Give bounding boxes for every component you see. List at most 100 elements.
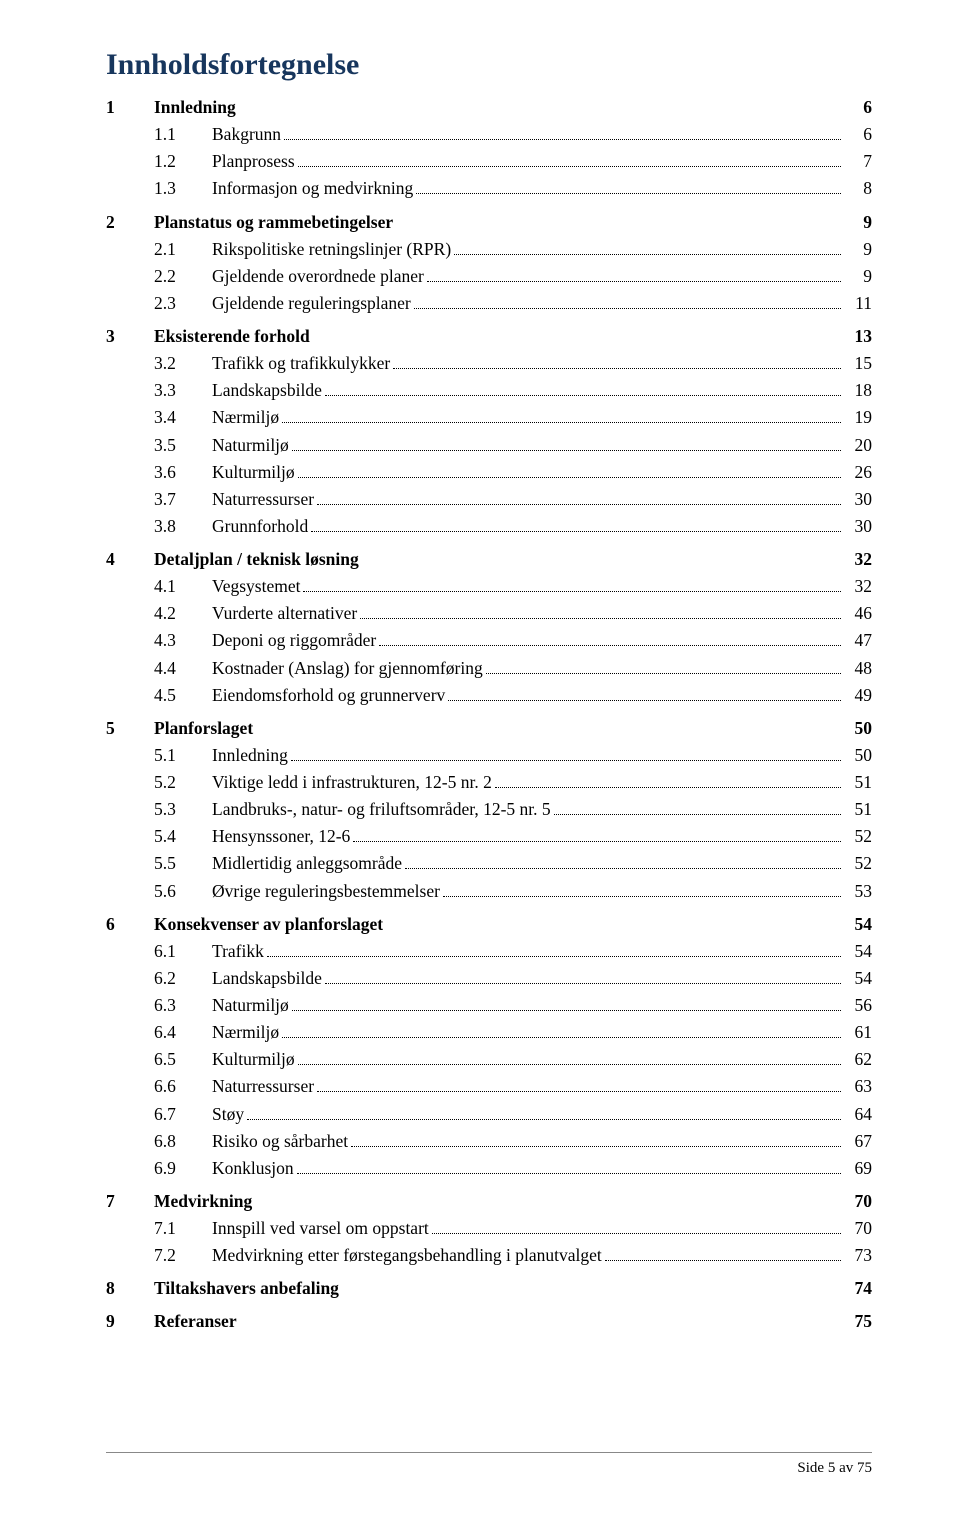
toc-section-number: 4	[106, 546, 154, 573]
toc-item-title: Støy	[212, 1101, 244, 1128]
toc-item-page: 61	[844, 1019, 872, 1046]
toc-section-title: Innledning	[154, 94, 236, 121]
toc-item-page: 48	[844, 655, 872, 682]
toc-leader-dots	[311, 516, 841, 532]
toc-item-row: 2.3Gjeldende reguleringsplaner11	[106, 290, 872, 317]
toc-leader-dots	[554, 799, 841, 815]
toc-section-row: 4Detaljplan / teknisk løsning32	[106, 546, 872, 573]
toc-section-number: 1	[106, 94, 154, 121]
toc-item-title: Øvrige reguleringsbestemmelser	[212, 878, 440, 905]
toc-item-row: 3.8Grunnforhold30	[106, 513, 872, 540]
toc-title: Innholdsfortegnelse	[106, 48, 872, 82]
toc-item-title: Eiendomsforhold og grunnerverv	[212, 682, 445, 709]
toc-leader-dots	[416, 179, 841, 195]
toc-section-number: 7	[106, 1188, 154, 1215]
toc-item-title: Bakgrunn	[212, 121, 281, 148]
toc-leader-dots	[247, 1104, 841, 1120]
toc-leader-dots	[351, 1131, 841, 1147]
toc-item-row: 5.3Landbruks-, natur- og friluftsområder…	[106, 796, 872, 823]
toc-leader-dots	[448, 685, 841, 701]
toc-leader-dots	[298, 462, 841, 478]
toc-item-title: Vurderte alternativer	[212, 600, 357, 627]
toc-leader-dots	[427, 266, 841, 282]
toc-item-page: 54	[844, 965, 872, 992]
toc-section-row: 1Innledning6	[106, 94, 872, 121]
toc-item-title: Risiko og sårbarhet	[212, 1128, 348, 1155]
toc-leader-dots	[443, 881, 841, 897]
toc-item-page: 20	[844, 432, 872, 459]
toc-item-row: 4.5Eiendomsforhold og grunnerverv49	[106, 682, 872, 709]
toc-section-title: Konsekvenser av planforslaget	[154, 911, 383, 938]
toc-section-title: Referanser	[154, 1308, 237, 1335]
toc-item-page: 73	[844, 1242, 872, 1269]
toc-leader-dots	[267, 941, 841, 957]
toc-item-title: Vegsystemet	[212, 573, 300, 600]
toc-leader-dots	[393, 353, 841, 369]
toc-item-row: 4.4Kostnader (Anslag) for gjennomføring4…	[106, 655, 872, 682]
toc-item-row: 3.7Naturressurser30	[106, 486, 872, 513]
toc-item-title: Rikspolitiske retningslinjer (RPR)	[212, 236, 451, 263]
toc-item-page: 26	[844, 459, 872, 486]
toc-item-page: 18	[844, 377, 872, 404]
toc-item-number: 6.8	[154, 1128, 212, 1155]
toc-item-row: 1.3Informasjon og medvirkning8	[106, 175, 872, 202]
toc-leader-dots	[605, 1245, 841, 1261]
toc-leader-dots	[292, 995, 841, 1011]
toc-item-row: 1.2Planprosess7	[106, 148, 872, 175]
toc-leader-dots	[317, 489, 841, 505]
toc-item-number: 1.2	[154, 148, 212, 175]
toc-leader-dots	[379, 631, 841, 647]
toc-item-number: 5.5	[154, 850, 212, 877]
toc-item-title: Gjeldende reguleringsplaner	[212, 290, 411, 317]
toc-item-number: 5.3	[154, 796, 212, 823]
toc-item-row: 3.3Landskapsbilde18	[106, 377, 872, 404]
toc-item-page: 54	[844, 938, 872, 965]
toc-item-number: 6.6	[154, 1073, 212, 1100]
toc-item-title: Nærmiljø	[212, 404, 279, 431]
toc-item-number: 5.4	[154, 823, 212, 850]
toc-section-page: 75	[844, 1308, 872, 1335]
toc-item-title: Naturmiljø	[212, 432, 289, 459]
toc-item-number: 4.3	[154, 627, 212, 654]
toc-leader-dots	[325, 380, 841, 396]
toc-section-title: Planforslaget	[154, 715, 253, 742]
toc-leader-dots	[360, 603, 841, 619]
toc-item-page: 7	[844, 148, 872, 175]
toc-item-page: 9	[844, 263, 872, 290]
toc-item-row: 6.6Naturressurser63	[106, 1073, 872, 1100]
toc-section-page: 9	[844, 209, 872, 236]
toc-item-row: 5.6Øvrige reguleringsbestemmelser53	[106, 878, 872, 905]
toc-item-title: Landbruks-, natur- og friluftsområder, 1…	[212, 796, 551, 823]
toc-leader-dots	[414, 293, 841, 309]
toc-section-title: Eksisterende forhold	[154, 323, 310, 350]
toc-item-number: 2.2	[154, 263, 212, 290]
toc-item-title: Trafikk og trafikkulykker	[212, 350, 390, 377]
toc-item-row: 6.2Landskapsbilde54	[106, 965, 872, 992]
toc-item-number: 5.1	[154, 742, 212, 769]
toc-section-title: Planstatus og rammebetingelser	[154, 209, 393, 236]
toc-item-number: 6.9	[154, 1155, 212, 1182]
toc-item-row: 2.2Gjeldende overordnede planer 9	[106, 263, 872, 290]
toc-item-page: 50	[844, 742, 872, 769]
toc-item-page: 51	[844, 769, 872, 796]
toc-item-row: 3.6Kulturmiljø26	[106, 459, 872, 486]
toc-item-title: Naturressurser	[212, 1073, 314, 1100]
toc-section-page: 13	[844, 323, 872, 350]
toc-item-title: Naturmiljø	[212, 992, 289, 1019]
table-of-contents: 1Innledning61.1Bakgrunn61.2Planprosess71…	[106, 94, 872, 1336]
toc-item-row: 6.5Kulturmiljø62	[106, 1046, 872, 1073]
toc-item-page: 52	[844, 850, 872, 877]
toc-section-page: 54	[844, 911, 872, 938]
toc-item-number: 6.5	[154, 1046, 212, 1073]
toc-item-title: Midlertidig anleggsområde	[212, 850, 402, 877]
toc-item-title: Gjeldende overordnede planer	[212, 263, 424, 290]
toc-item-page: 9	[844, 236, 872, 263]
toc-item-page: 6	[844, 121, 872, 148]
toc-item-number: 6.7	[154, 1101, 212, 1128]
toc-leader-dots	[291, 745, 841, 761]
toc-item-title: Kostnader (Anslag) for gjennomføring	[212, 655, 483, 682]
toc-item-page: 47	[844, 627, 872, 654]
toc-leader-dots	[297, 1158, 841, 1174]
toc-section-number: 9	[106, 1308, 154, 1335]
toc-section-row: 6Konsekvenser av planforslaget54	[106, 911, 872, 938]
